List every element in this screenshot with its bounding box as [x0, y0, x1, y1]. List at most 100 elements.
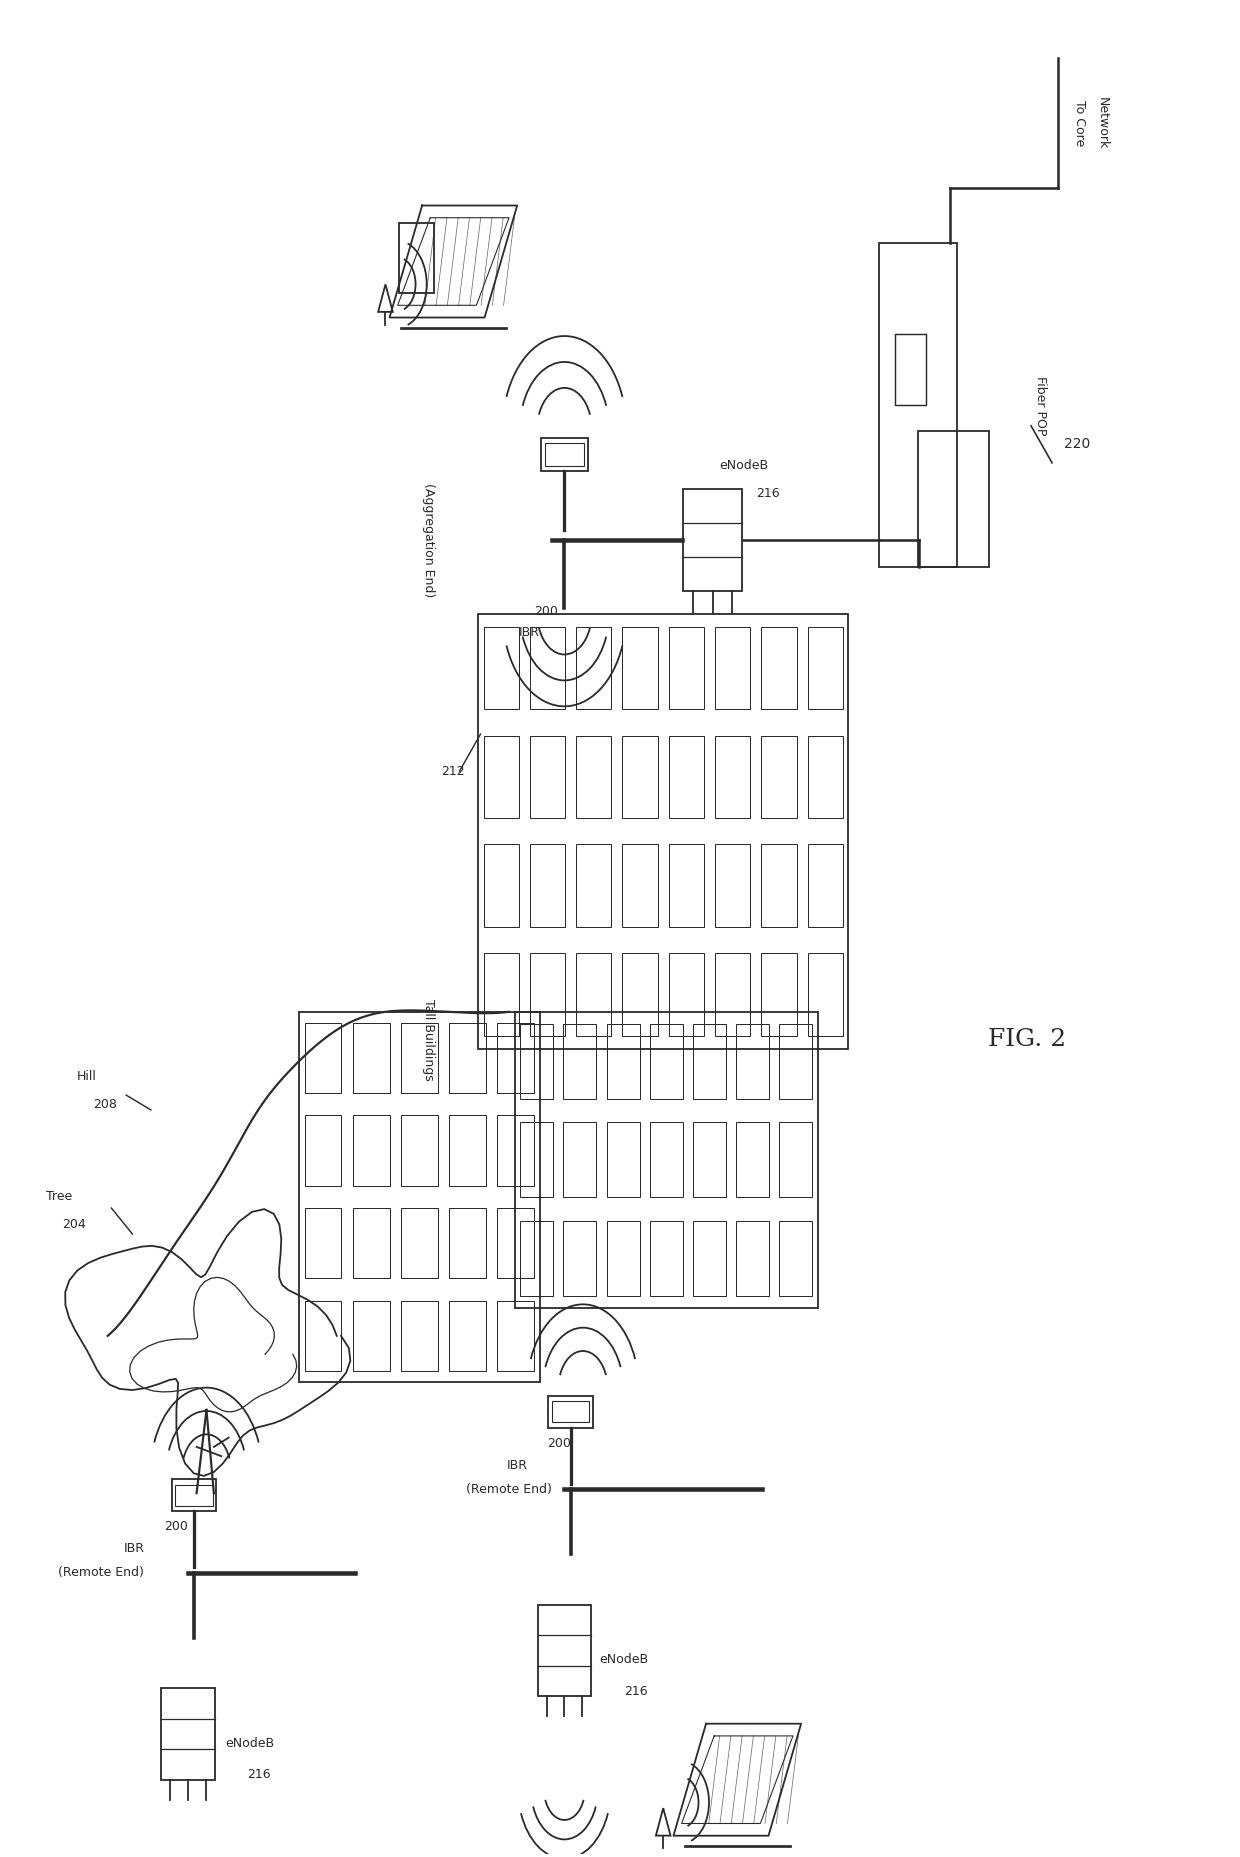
Bar: [449, 1023, 486, 1094]
Bar: [497, 1023, 534, 1094]
Text: Hill: Hill: [77, 1070, 97, 1083]
Bar: [780, 1023, 812, 1099]
Bar: [529, 735, 565, 819]
Bar: [693, 1222, 725, 1296]
Bar: [668, 628, 704, 709]
Bar: [563, 1222, 596, 1296]
Bar: [606, 1122, 640, 1198]
Text: 216: 216: [247, 1768, 270, 1781]
Bar: [693, 1023, 725, 1099]
Bar: [715, 735, 750, 819]
Bar: [563, 1023, 596, 1099]
Bar: [484, 628, 518, 709]
Bar: [715, 845, 750, 927]
Text: 220: 220: [1064, 438, 1091, 451]
Bar: [650, 1122, 683, 1198]
Text: eNodeB: eNodeB: [599, 1653, 649, 1666]
Bar: [552, 1402, 589, 1422]
Bar: [606, 1023, 640, 1099]
Text: Network: Network: [1095, 97, 1109, 149]
Bar: [683, 488, 743, 591]
Bar: [668, 845, 704, 927]
Bar: [449, 1300, 486, 1370]
Text: 216: 216: [624, 1684, 647, 1697]
Bar: [715, 953, 750, 1036]
Bar: [353, 1300, 389, 1370]
Bar: [919, 431, 990, 568]
Bar: [761, 953, 796, 1036]
Bar: [780, 1222, 812, 1296]
Bar: [529, 628, 565, 709]
Bar: [715, 628, 750, 709]
Bar: [668, 953, 704, 1036]
Bar: [761, 628, 796, 709]
Bar: [761, 735, 796, 819]
Bar: [650, 1023, 683, 1099]
Bar: [449, 1209, 486, 1278]
Bar: [353, 1023, 389, 1094]
Bar: [737, 1023, 769, 1099]
Bar: [693, 1122, 725, 1198]
Bar: [515, 1012, 817, 1307]
Text: eNodeB: eNodeB: [719, 459, 768, 472]
Bar: [622, 845, 657, 927]
Bar: [541, 438, 588, 472]
Bar: [401, 1023, 438, 1094]
Bar: [622, 953, 657, 1036]
Bar: [737, 1222, 769, 1296]
Bar: [622, 628, 657, 709]
Bar: [577, 628, 611, 709]
Text: Tall Buildings: Tall Buildings: [422, 999, 435, 1081]
Bar: [299, 1012, 539, 1382]
Bar: [538, 1604, 591, 1697]
Bar: [879, 243, 957, 568]
Text: (Remote End): (Remote End): [466, 1484, 552, 1497]
Bar: [398, 223, 434, 293]
Bar: [479, 615, 848, 1049]
Bar: [484, 953, 518, 1036]
Bar: [606, 1222, 640, 1296]
Bar: [761, 845, 796, 927]
Bar: [780, 1122, 812, 1198]
Text: Fiber POP: Fiber POP: [1033, 375, 1047, 435]
Bar: [895, 334, 926, 405]
Text: 216: 216: [756, 487, 780, 500]
Bar: [305, 1116, 341, 1187]
Bar: [497, 1116, 534, 1187]
Bar: [401, 1116, 438, 1187]
Bar: [497, 1300, 534, 1370]
Bar: [807, 735, 843, 819]
Bar: [807, 953, 843, 1036]
Bar: [484, 735, 518, 819]
Bar: [650, 1222, 683, 1296]
Bar: [305, 1023, 341, 1094]
Bar: [529, 953, 565, 1036]
Text: 204: 204: [62, 1218, 86, 1231]
Bar: [807, 628, 843, 709]
Bar: [563, 1122, 596, 1198]
Text: 208: 208: [93, 1097, 117, 1110]
Text: IBR: IBR: [518, 626, 539, 639]
Bar: [529, 845, 565, 927]
Text: 212: 212: [441, 765, 465, 778]
Text: 200: 200: [534, 605, 558, 618]
Bar: [305, 1300, 341, 1370]
Text: 200: 200: [547, 1437, 570, 1450]
Text: (Remote End): (Remote End): [58, 1565, 144, 1578]
Text: (Aggregation End): (Aggregation End): [423, 483, 435, 596]
Bar: [401, 1209, 438, 1278]
Bar: [577, 735, 611, 819]
Bar: [622, 735, 657, 819]
Bar: [401, 1300, 438, 1370]
Bar: [548, 1396, 593, 1428]
Bar: [737, 1122, 769, 1198]
Text: Tree: Tree: [46, 1190, 72, 1203]
Bar: [449, 1116, 486, 1187]
Bar: [577, 845, 611, 927]
Bar: [521, 1222, 553, 1296]
Bar: [668, 735, 704, 819]
Bar: [577, 953, 611, 1036]
Bar: [521, 1122, 553, 1198]
Bar: [305, 1209, 341, 1278]
Bar: [484, 845, 518, 927]
